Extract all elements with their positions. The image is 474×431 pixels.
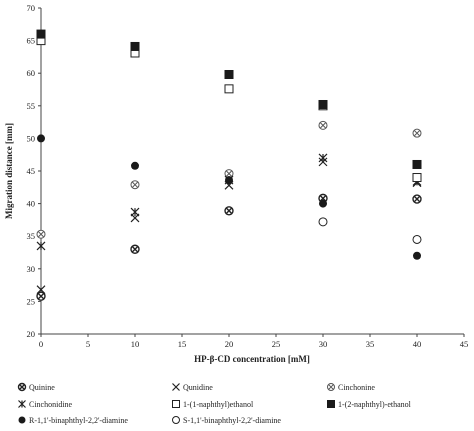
y-tick-label: 35: [27, 231, 36, 241]
x-axis-ticks: 0 5 10 15 20 25 30 35 40 45: [39, 334, 468, 349]
legend-marker: [327, 400, 335, 408]
y-axis-ticks: 20 25 30 35 40 45 50 55 60 65 70: [27, 3, 41, 339]
data-point: [130, 41, 140, 51]
x-tick-label: 10: [131, 339, 140, 349]
data-point: [412, 128, 422, 138]
y-tick-label: 45: [27, 166, 36, 176]
legend-item: R-1,1'-binaphthyl-2,2'-diamine: [18, 416, 128, 425]
legend-item: Cinchonidine: [18, 400, 73, 409]
legend-label: Cinchonine: [338, 383, 375, 392]
data-point: [130, 244, 140, 254]
data-point: [318, 99, 328, 109]
legend-marker: [17, 382, 27, 392]
x-tick-label: 25: [272, 339, 281, 349]
data-point: [318, 120, 328, 130]
y-axis-title: Migration distance [mm]: [4, 123, 14, 219]
x-axis-title: HP-β-CD concentration [mM]: [194, 354, 310, 364]
x-tick-label: 40: [413, 339, 422, 349]
data-point: [319, 199, 327, 208]
data-point: [130, 207, 140, 217]
data-point: [36, 285, 46, 295]
legend-label: Qunidine: [183, 383, 213, 392]
x-tick-label: 20: [225, 339, 234, 349]
legend-marker: [172, 383, 180, 391]
legend-label: 1-(2-naphthyl)-ethanol: [338, 400, 412, 409]
legend-item: 1-(1-naphthyl)ethanol: [172, 400, 254, 409]
x-tick-label: 35: [366, 339, 375, 349]
legend-marker: [172, 400, 180, 408]
y-tick-label: 50: [27, 133, 36, 143]
data-point: [412, 173, 422, 183]
y-tick-label: 30: [27, 264, 36, 274]
data-point: [412, 159, 422, 169]
data-point: [36, 291, 46, 301]
data-point: [36, 241, 46, 251]
legend-item: S-1,1'-binaphthyl-2,2'-diamine: [172, 416, 281, 425]
x-tick-label: 0: [39, 339, 43, 349]
legend-marker: [172, 416, 180, 424]
data-point: [131, 161, 139, 170]
data-point: [413, 251, 421, 260]
legend-item: Qunidine: [172, 383, 213, 392]
data-point: [224, 206, 234, 216]
y-tick-label: 65: [27, 36, 36, 46]
data-point: [224, 84, 234, 94]
data-point: [318, 153, 328, 163]
legend-label: Quinine: [29, 383, 55, 392]
legend-label: R-1,1'-binaphthyl-2,2'-diamine: [29, 416, 128, 425]
data-point: [36, 229, 46, 239]
legend-item: Cinchonine: [327, 383, 375, 392]
legend-marker: [18, 416, 26, 424]
legend-label: Cinchonidine: [29, 400, 73, 409]
y-tick-label: 55: [27, 101, 36, 111]
data-point: [412, 194, 422, 204]
x-tick-label: 45: [460, 339, 469, 349]
data-point: [318, 217, 328, 227]
legend-item: 1-(2-naphthyl)-ethanol: [327, 400, 412, 409]
legend-label: S-1,1'-binaphthyl-2,2'-diamine: [183, 416, 281, 425]
y-tick-label: 70: [27, 3, 36, 13]
legend-marker: [327, 383, 335, 391]
y-tick-label: 25: [27, 296, 36, 306]
data-point: [412, 234, 422, 244]
data-markers: [36, 29, 422, 301]
y-tick-label: 20: [27, 329, 36, 339]
y-tick-label: 40: [27, 199, 36, 209]
data-point: [224, 169, 234, 179]
x-tick-label: 15: [178, 339, 187, 349]
x-tick-label: 5: [86, 339, 90, 349]
legend-item: Quinine: [17, 382, 55, 392]
data-point: [36, 29, 46, 39]
data-point: [224, 70, 234, 80]
y-tick-label: 60: [27, 68, 36, 78]
legend: Quinine Qunidine Cinchonine Cinchonidine 1-(…: [17, 382, 412, 425]
data-point: [37, 134, 45, 143]
legend-marker: [18, 400, 26, 408]
legend-label: 1-(1-naphthyl)ethanol: [183, 400, 254, 409]
x-tick-label: 30: [319, 339, 328, 349]
data-point: [225, 176, 233, 185]
plot-area: 20 25 30 35 40 45 50 55 60 65 70 0 5 10 15 20 25 30 35 40 4…: [27, 3, 469, 349]
data-point: [130, 180, 140, 190]
